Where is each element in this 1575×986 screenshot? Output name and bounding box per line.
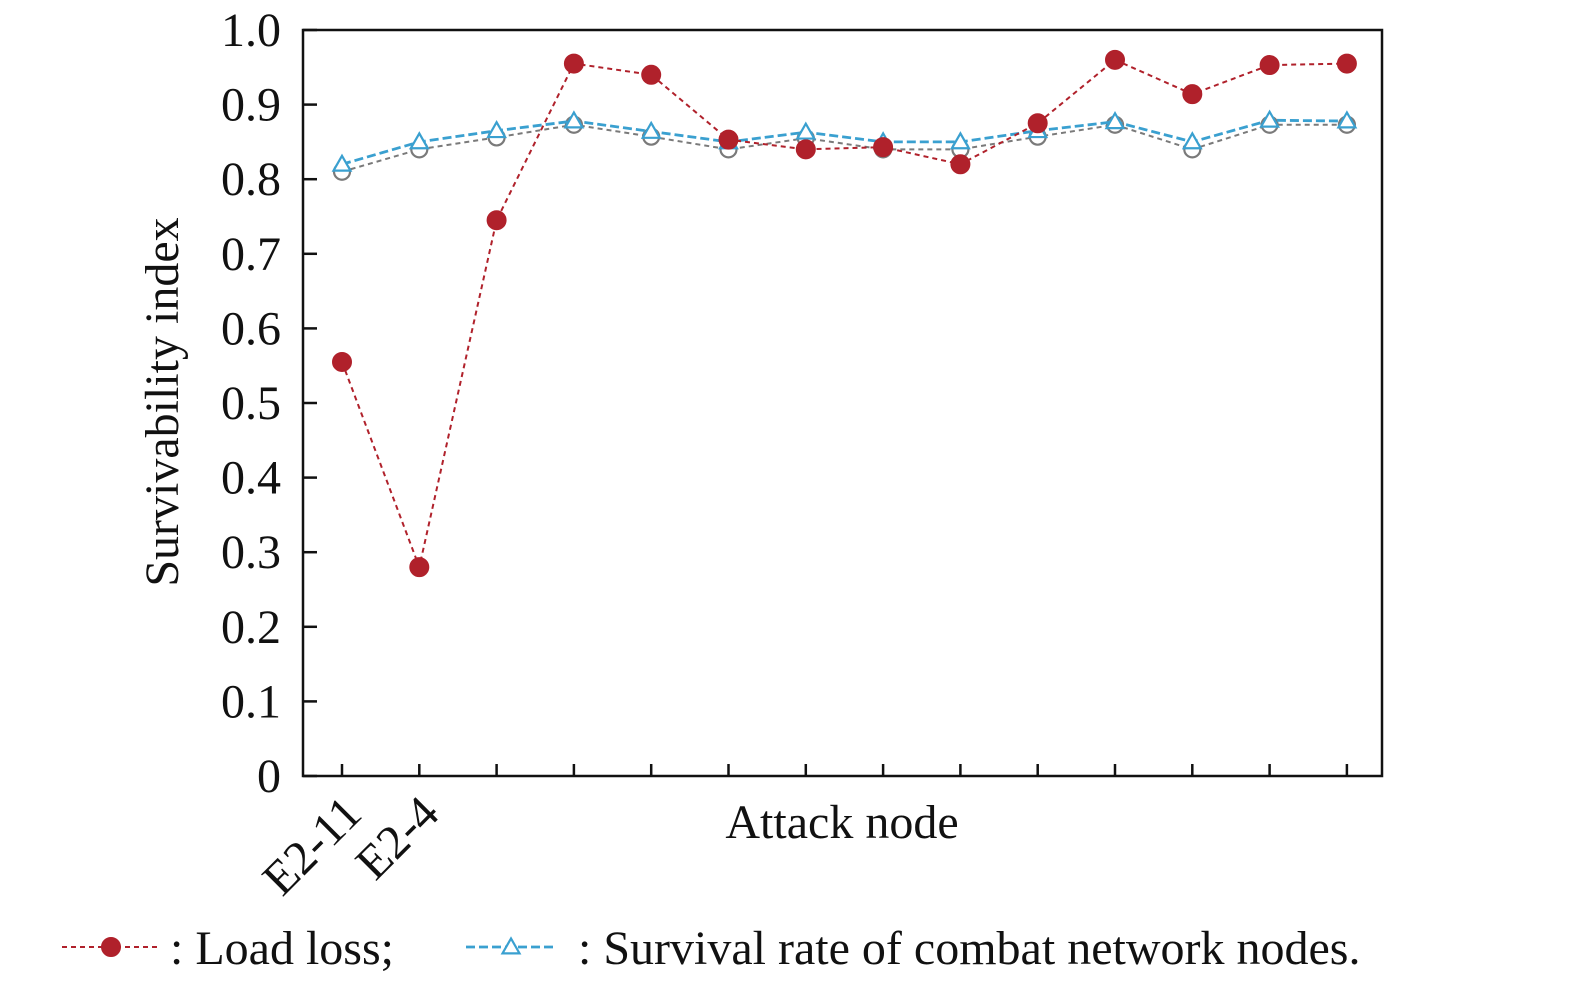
legend-entry-1: : Survival rate of combat network nodes. [466,922,1360,975]
series-0-point [718,129,739,150]
y-tick-label: 0.7 [221,228,281,281]
series-0-point [1182,84,1203,105]
series-1-point [331,153,353,172]
series-0 [332,49,1357,578]
series-0-point [873,137,894,158]
series-1-point [1259,109,1280,128]
y-tick-label: 0.3 [221,526,281,579]
series-0-point [1027,113,1048,134]
y-tick-label: 0.8 [221,153,281,206]
series-0-point [795,139,816,160]
y-tick-label: 0.5 [221,377,281,430]
y-tick-label: 0.1 [221,675,281,728]
series-0-line [341,58,1347,571]
series-1-line [341,118,1347,166]
series-group [331,49,1358,578]
series-2-line [341,123,1347,173]
y-tick-label: 0 [257,750,281,803]
y-tick-label: 0.9 [221,79,281,132]
y-tick-label: 0.2 [221,601,281,654]
legend-label: : Load loss; [170,922,394,975]
y-tick-label: 1.0 [221,4,281,57]
x-axis-title: Attack node [725,796,958,849]
series-0-point [332,351,352,372]
y-tick-label: 0.6 [221,302,281,355]
series-0-point [486,210,507,231]
series-1-point [950,131,971,150]
series-0-point [950,154,971,175]
y-axis-title: Survivability index [136,217,189,586]
series-1-point [640,120,662,139]
series-0-point [1336,53,1357,74]
series-1-point [408,131,430,150]
x-tick-label: E2-4 [346,786,449,889]
series-0-point [409,557,430,578]
series-1-point [486,119,507,139]
legend-label: : Survival rate of combat network nodes. [578,922,1360,975]
series-1-point [1104,111,1126,130]
series-1-point [563,110,585,129]
legend: : Load loss; : Survival rate of combat ne… [62,922,1360,975]
series-1 [331,109,1358,172]
series-0-point [641,64,662,85]
series-1-point [1336,110,1358,129]
series-1-point [1181,131,1203,150]
y-tick-label: 0.4 [221,452,281,505]
legend-marker [101,937,121,957]
series-0-point [563,53,584,74]
series-0-point [1259,55,1280,76]
legend-marker [500,936,522,955]
series-1-point [795,121,817,140]
legend-entry-0: : Load loss; [62,922,394,975]
series-0-point [1105,49,1125,70]
